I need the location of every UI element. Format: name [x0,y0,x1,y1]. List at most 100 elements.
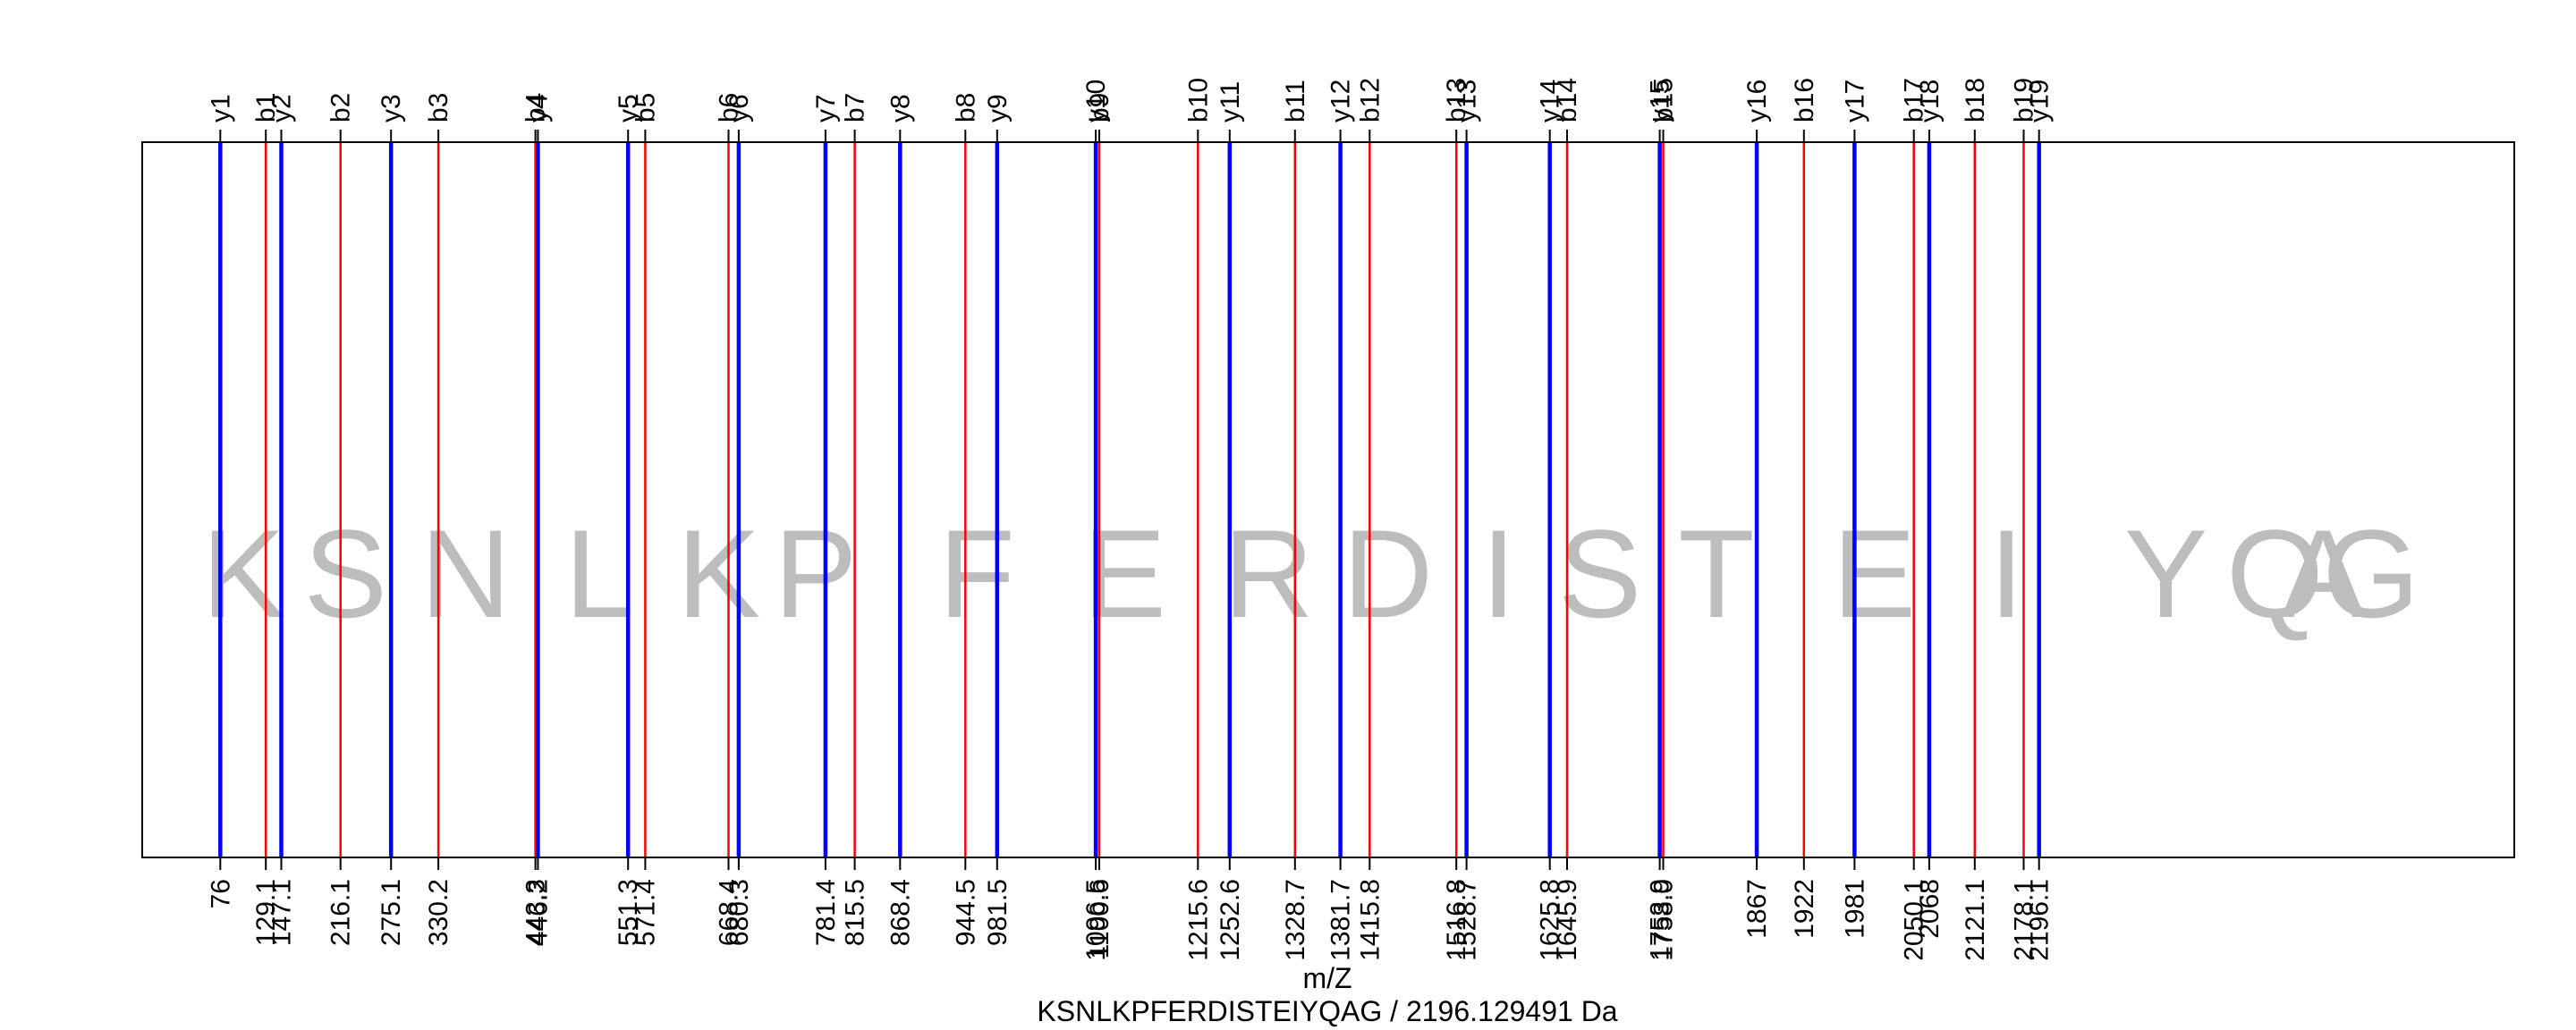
mz-tick-label: 680.3 [724,879,754,946]
ion-label: b8 [951,93,980,122]
sequence-letter: R [1224,503,1314,644]
mz-tick-label: 1867 [1742,879,1772,939]
x-axis-label: m/Z [1302,962,1352,994]
mz-tick-label: 1252.6 [1216,879,1245,961]
ion-label: y13 [1453,80,1482,122]
sequence-letter: F [938,503,1015,644]
ion-label: b18 [1961,78,1990,122]
sequence-letter: E [1833,503,1916,644]
ion-label: y9 [983,94,1013,122]
ion-label: y2 [267,94,297,122]
mz-tick-label: 2178.1 [2010,879,2039,961]
ion-label: y16 [1742,80,1772,122]
sequence-letter: L [564,503,634,644]
sequence-letter: Y [2124,503,2207,644]
ion-label: y10 [1081,80,1111,122]
ion-label: y19 [2025,80,2055,122]
ion-label: b19 [2010,78,2039,122]
sequence-letters: K S N L K P F E R D I S T E I Y QAG [202,503,2420,644]
mz-tick-label: 981.5 [983,879,1013,946]
mz-tick-label: 1415.8 [1355,879,1385,961]
ion-label: y18 [1915,80,1945,122]
ion-label: b5 [631,93,660,122]
mz-tick-label: 443.3 [521,879,551,946]
ion-label: b7 [841,93,870,122]
ion-label: y5 [614,94,643,122]
ion-label: y4 [523,94,553,122]
ion-label: b13 [1442,78,1471,122]
mz-tick-label: 1100.6 [1085,879,1114,959]
mz-tick-label: 1625.8 [1536,879,1565,961]
ion-label: y14 [1536,80,1565,122]
mz-tick-label: 868.4 [886,879,915,946]
mz-tick-label: 2050.1 [1900,879,1929,961]
ion-lines [218,142,2041,857]
sequence-letter: P [774,503,857,644]
sequence-letter: S [304,503,387,644]
mz-tick-label: 216.1 [326,879,356,946]
ion-label: b1 [251,93,281,122]
ion-label: b10 [1183,78,1213,122]
sequence-letter: K [677,503,760,644]
mz-tick-label: 1922 [1790,879,1819,939]
mz-tick-label: 781.4 [811,879,841,946]
sequence-letter: K [202,503,285,644]
chart-subtitle: KSNLKPFERDISTEIYQAG / 2196.129491 Da [1037,995,1617,1027]
mz-tick-label: 76 [206,879,235,908]
ion-label: b6 [715,93,744,122]
ion-label: y11 [1216,81,1245,122]
mz-tick-label: 668.4 [715,879,744,946]
mz-tick-label: 944.5 [951,879,980,946]
mz-tick-label: 147.1 [267,879,297,946]
mz-tick-label: 330.2 [424,879,453,946]
ion-label: y6 [724,94,754,122]
mz-tick-label: 551.3 [614,879,643,946]
ion-label: b15 [1649,78,1679,122]
mz-tick-label: 571.4 [631,879,660,946]
sequence-letter: D [1343,503,1433,644]
mz-tick-label: 2121.1 [1961,879,1990,961]
ion-label: b4 [521,93,551,122]
ion-label: b11 [1281,80,1310,122]
ion-label: y15 [1646,80,1675,122]
ion-label: b3 [424,93,453,122]
ion-label: y7 [811,94,841,122]
ion-label: b12 [1355,78,1385,122]
mz-tick-label: 2196.1 [2025,879,2055,961]
ion-label: b2 [326,93,356,122]
sequence-letter: Q [2226,503,2324,644]
ion-label: y3 [377,94,406,122]
ion-label: b9 [1085,93,1114,122]
mz-tick-label: 1758.0 [1649,879,1679,961]
sequence-letter: I [1989,503,2024,644]
mz-tick-label: 1516.8 [1442,879,1471,961]
sequence-letter: G [2322,503,2419,644]
mz-tick-label: 1528.7 [1453,879,1482,961]
sequence-letter: A [2281,503,2365,644]
ion-label: b16 [1790,78,1819,122]
mz-tick-label: 1215.6 [1183,879,1213,961]
mz-tick-label: 1381.7 [1326,879,1356,961]
ion-label: b17 [1900,78,1929,122]
mz-tick-label: 129.1 [251,879,281,946]
ion-label: y17 [1840,80,1869,122]
mz-tick-label: 1328.7 [1281,879,1310,961]
mz-tick-label: 2068 [1915,879,1945,939]
mz-tick-label: 1981 [1840,879,1869,939]
mz-tick-label: 1645.9 [1553,879,1582,961]
sequence-letter: S [1558,503,1641,644]
sequence-letter: T [1678,503,1755,644]
ion-label: y8 [886,94,915,122]
ion-label: y12 [1326,80,1356,122]
ion-label: y1 [206,94,235,122]
mz-tick-label: 1753.9 [1646,879,1675,961]
mz-tick-label: 275.1 [377,879,406,946]
mz-tick-label: 1096.5 [1081,879,1111,961]
mz-tick-label: 446.2 [523,879,553,946]
plot-frame [141,141,2515,858]
sequence-letter: N [420,503,511,644]
mz-tick-label: 815.5 [841,879,870,946]
